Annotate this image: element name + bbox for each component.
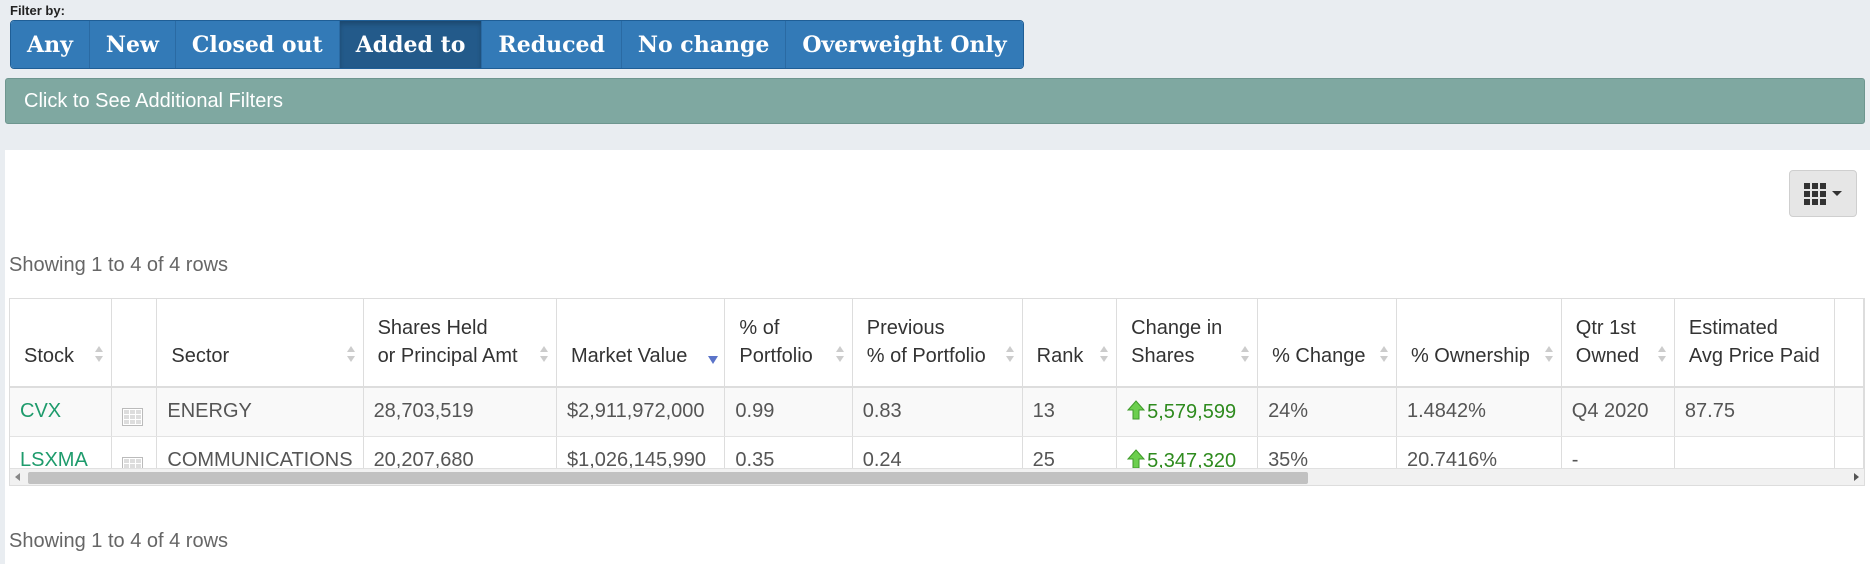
filter-label: Filter by: bbox=[10, 3, 65, 18]
filter-button-group: Any New Closed out Added to Reduced No c… bbox=[10, 20, 1024, 69]
caret-down-icon bbox=[1832, 191, 1842, 196]
pagination-info-bottom: Showing 1 to 4 of 4 rows bbox=[9, 530, 229, 552]
filter-no-change-button[interactable]: No change bbox=[621, 21, 787, 68]
header-qtr-first-owned[interactable]: Qtr 1st Owned bbox=[1561, 299, 1675, 388]
header-overflow bbox=[1834, 299, 1864, 388]
pct-ownership-cell: 1.4842% bbox=[1396, 387, 1562, 437]
header-details bbox=[111, 299, 158, 388]
table-row: CVX ENERGY 28,703,519 $2,911,972,000 0.9… bbox=[10, 387, 1864, 437]
header-pct-ownership[interactable]: % Ownership bbox=[1396, 299, 1562, 388]
table-header-row: Stock Sector Shares Held or Principal Amt… bbox=[10, 299, 1864, 388]
holdings-table-container: Stock Sector Shares Held or Principal Amt… bbox=[9, 298, 1865, 486]
holdings-panel: Showing 1 to 4 of 4 rows Stock Sector Sh… bbox=[5, 150, 1870, 564]
arrow-up-icon bbox=[1127, 448, 1146, 468]
rank-cell: 13 bbox=[1022, 387, 1118, 437]
prev-pct-portfolio-cell: 0.83 bbox=[852, 387, 1023, 437]
filter-added-to-button[interactable]: Added to bbox=[339, 21, 483, 68]
header-avg-price-paid[interactable]: Estimated Avg Price Paid bbox=[1674, 299, 1835, 388]
filter-closed-out-button[interactable]: Closed out bbox=[175, 21, 340, 68]
header-sector[interactable]: Sector bbox=[156, 299, 364, 388]
overflow-cell bbox=[1834, 387, 1864, 437]
details-cell bbox=[111, 387, 158, 437]
filter-any-button[interactable]: Any bbox=[11, 21, 90, 68]
sort-desc-icon bbox=[708, 346, 719, 364]
header-rank[interactable]: Rank bbox=[1022, 299, 1118, 388]
arrow-up-icon bbox=[1127, 399, 1146, 420]
scroll-right-icon[interactable] bbox=[1854, 473, 1859, 481]
additional-filters-toggle[interactable]: Click to See Additional Filters bbox=[5, 78, 1865, 124]
header-pct-change[interactable]: % Change bbox=[1257, 299, 1397, 388]
avg-price-cell: 87.75 bbox=[1674, 387, 1835, 437]
shares-cell: 28,703,519 bbox=[363, 387, 558, 437]
pct-portfolio-cell: 0.99 bbox=[724, 387, 853, 437]
filter-new-button[interactable]: New bbox=[89, 21, 176, 68]
header-market-value[interactable]: Market Value bbox=[556, 299, 726, 388]
change-shares-cell: 5,579,599 bbox=[1116, 387, 1259, 437]
pagination-info-top: Showing 1 to 4 of 4 rows bbox=[9, 254, 229, 276]
scroll-left-icon[interactable] bbox=[15, 473, 20, 481]
grid-icon bbox=[1804, 182, 1826, 205]
filter-reduced-button[interactable]: Reduced bbox=[482, 21, 622, 68]
sector-cell: ENERGY bbox=[156, 387, 364, 437]
header-prev-pct-portfolio[interactable]: Previous% of Portfolio bbox=[852, 299, 1023, 388]
header-change-in-shares[interactable]: Change in Shares bbox=[1116, 299, 1259, 388]
table-icon[interactable] bbox=[122, 408, 144, 427]
header-stock[interactable]: Stock bbox=[10, 299, 113, 388]
header-pct-portfolio[interactable]: % of Portfolio bbox=[724, 299, 853, 388]
header-shares-held[interactable]: Shares Held or Principal Amt bbox=[363, 299, 558, 388]
holdings-table: Stock Sector Shares Held or Principal Amt… bbox=[10, 299, 1864, 485]
horizontal-scrollbar[interactable] bbox=[10, 468, 1864, 485]
qtr-first-owned-cell: Q4 2020 bbox=[1561, 387, 1675, 437]
pct-change-cell: 24% bbox=[1257, 387, 1397, 437]
scrollbar-thumb[interactable] bbox=[28, 472, 1308, 484]
stock-link[interactable]: CVX bbox=[10, 387, 113, 437]
columns-toggle-button[interactable] bbox=[1789, 170, 1857, 217]
market-value-cell: $2,911,972,000 bbox=[556, 387, 726, 437]
filter-overweight-only-button[interactable]: Overweight Only bbox=[786, 21, 1023, 68]
